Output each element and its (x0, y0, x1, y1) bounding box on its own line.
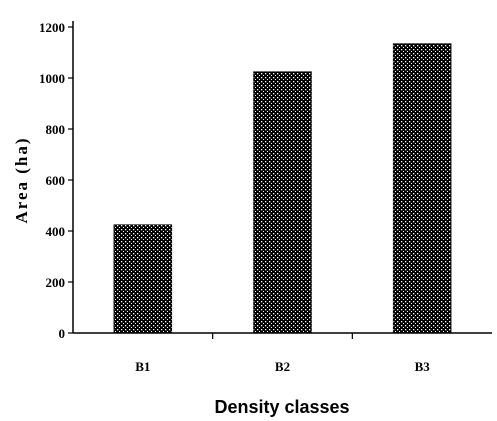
y-tick-label: 0 (59, 326, 66, 341)
bars-group (113, 43, 452, 334)
bar-b3 (392, 43, 452, 334)
bar-b1 (113, 224, 173, 334)
x-tick-label-b2: B2 (275, 359, 290, 374)
x-axis-title: Density classes (214, 397, 349, 417)
y-tick-label: 1000 (39, 71, 65, 86)
y-tick-label: 800 (46, 122, 66, 137)
y-axis-title: Area (ha) (12, 136, 31, 223)
y-tick-label: 1200 (39, 20, 65, 35)
x-ticks-group: B1 B2 B3 (135, 333, 430, 374)
y-tick-label: 400 (46, 224, 66, 239)
axes-group (72, 21, 492, 334)
y-tick-label: 200 (46, 275, 66, 290)
bar-b2 (253, 71, 312, 334)
x-tick-label-b3: B3 (415, 359, 431, 374)
y-ticks-group: 0 200 400 600 800 1000 1200 (39, 20, 73, 341)
y-tick-label: 600 (46, 173, 66, 188)
x-tick-label-b1: B1 (135, 359, 150, 374)
